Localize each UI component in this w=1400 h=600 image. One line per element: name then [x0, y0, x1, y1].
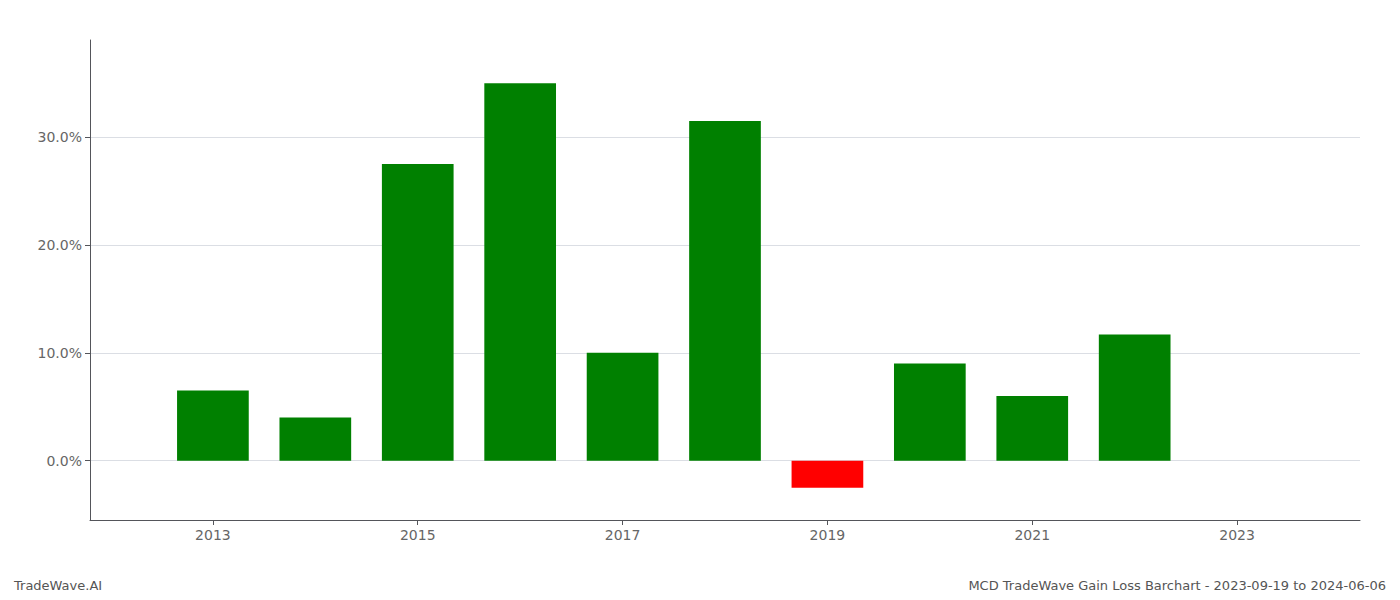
svg-text:2015: 2015 [400, 527, 436, 543]
svg-text:2013: 2013 [195, 527, 231, 543]
svg-text:10.0%: 10.0% [38, 345, 82, 361]
svg-text:MCD TradeWave Gain Loss Barcha: MCD TradeWave Gain Loss Barchart - 2023-… [968, 578, 1386, 593]
svg-text:2021: 2021 [1014, 527, 1050, 543]
svg-text:TradeWave.AI: TradeWave.AI [13, 578, 102, 593]
svg-text:2019: 2019 [810, 527, 846, 543]
svg-text:2023: 2023 [1219, 527, 1255, 543]
svg-text:30.0%: 30.0% [38, 129, 82, 145]
svg-text:20.0%: 20.0% [38, 237, 82, 253]
svg-text:2017: 2017 [605, 527, 641, 543]
svg-text:0.0%: 0.0% [46, 453, 82, 469]
